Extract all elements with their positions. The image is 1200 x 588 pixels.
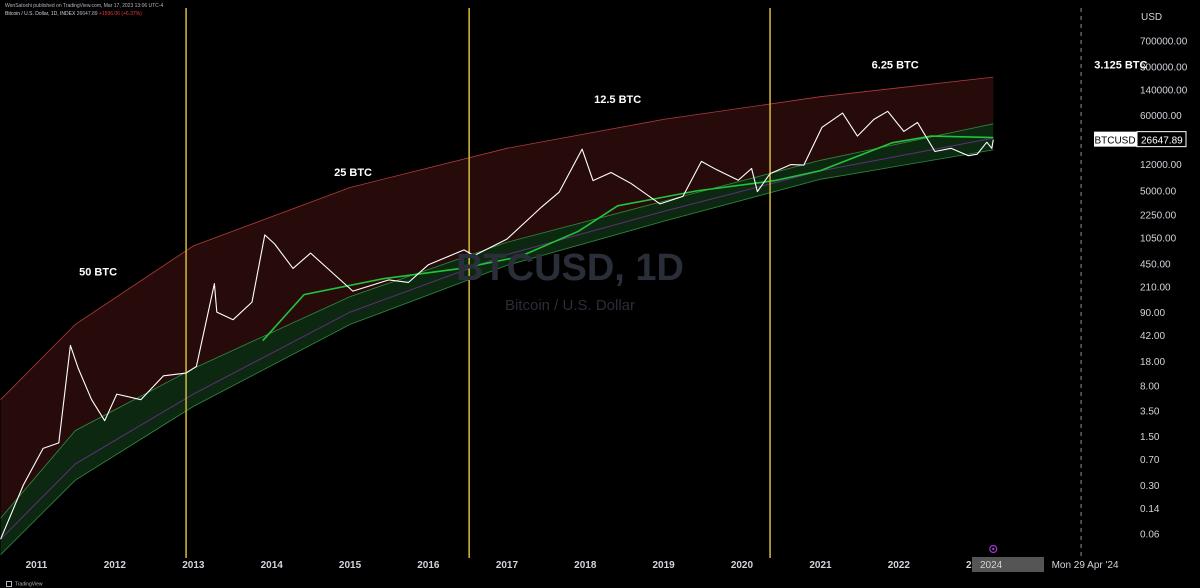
x-tick-label: 2020 [731,560,754,571]
y-tick-label: 0.14 [1140,504,1160,515]
red-band [0,77,994,519]
x-tick-label: 2012 [104,560,127,571]
y-tick-label: 450.00 [1140,259,1171,270]
epoch-label-5: 3.125 BTC [1094,59,1147,71]
symbol-watermark: BTCUSD, 1D Bitcoin / U.S. Dollar [456,247,684,314]
crosshair-date-box [972,557,1044,572]
event-marker-icon [989,544,998,554]
x-tick-label: 2013 [182,560,205,571]
y-tick-label: 1.50 [1140,432,1160,443]
crosshair-date-label: Mon 29 Apr '24 [1052,560,1119,571]
crosshair-axis-year: 2024 [980,560,1003,571]
y-tick-label: 0.06 [1140,530,1160,541]
y-tick-label: 700000.00 [1140,37,1188,48]
publish-info: WenSatoshi published on TradingView.com,… [5,3,164,9]
y-tick-label: 1050.00 [1140,234,1177,245]
epoch-labels: 50 BTC 25 BTC 12.5 BTC 6.25 BTC 3.125 BTC [79,59,1147,278]
header-change: +1596.06 (+6.37%) [98,11,142,17]
epoch-label-2: 25 BTC [334,167,372,179]
x-tick-label: 2016 [417,560,440,571]
brand-label: TradingView [15,581,43,587]
x-tick-label: 2011 [26,560,48,571]
chart-header: WenSatoshi published on TradingView.com,… [5,2,163,18]
epoch-label-4: 6.25 BTC [872,59,919,71]
y-tick-label: 8.00 [1140,381,1160,392]
current-symbol-label: BTCUSD [1094,136,1135,147]
chart-footer: TradingView [6,580,43,587]
watermark-name: Bitcoin / U.S. Dollar [505,297,635,314]
y-tick-label: 90.00 [1140,308,1165,319]
x-tick-label: 2017 [496,560,519,571]
y-tick-label: 12000.00 [1140,160,1182,171]
y-tick-label: 60000.00 [1140,111,1182,122]
green-band-top-edge [0,123,994,519]
moving-average-line [262,135,994,342]
y-tick-label: 0.70 [1140,455,1160,466]
halving-lines [185,8,1082,558]
epoch-label-1: 50 BTC [79,267,117,279]
header-price: 26647.89 [76,11,98,17]
price-series [0,110,994,540]
y-tick-label: 2250.00 [1140,211,1177,222]
x-tick-label: 2019 [652,560,675,571]
epoch-label-3: 12.5 BTC [594,94,641,106]
y-tick-label: 210.00 [1140,282,1171,293]
y-tick-label: 18.00 [1140,357,1165,368]
y-tick-label: 140000.00 [1140,85,1188,96]
x-tick-label: 2014 [261,560,284,571]
x-tick-label: 2018 [574,560,597,571]
mid-curve [0,137,994,540]
btc-price-line [0,110,994,540]
y-tick-label: 0.30 [1140,481,1160,492]
y-tick-label: 42.00 [1140,331,1165,342]
y-tick-label: 5000.00 [1140,186,1177,197]
y-tick-label: 300000.00 [1140,62,1188,73]
current-price-box [1136,131,1187,148]
rainbow-bands [0,76,994,555]
green-band-bottom-edge [0,149,994,555]
current-price-label: 26647.89 [1141,136,1183,147]
x-tick-label: 2022 [888,560,911,571]
tradingview-logo-icon [6,580,12,587]
symbol-info: Bitcoin / U.S. Dollar, 1D, INDEX 26647.8… [5,10,163,18]
watermark-symbol: BTCUSD, 1D [456,247,684,289]
axis-overlays: BTCUSD 26647.89 2024 Mon 29 Apr '24 [972,131,1187,572]
symbol-line: Bitcoin / U.S. Dollar, 1D, INDEX [5,11,76,17]
event-marker-dot [992,547,995,551]
x-tick-label: 2015 [339,560,362,571]
red-band-top-edge [0,76,994,400]
x-tick-label: 2021 [809,560,832,571]
y-tick-label: 3.50 [1140,406,1160,417]
y-axis-unit: USD [1141,12,1162,23]
current-symbol-box [1094,131,1137,147]
